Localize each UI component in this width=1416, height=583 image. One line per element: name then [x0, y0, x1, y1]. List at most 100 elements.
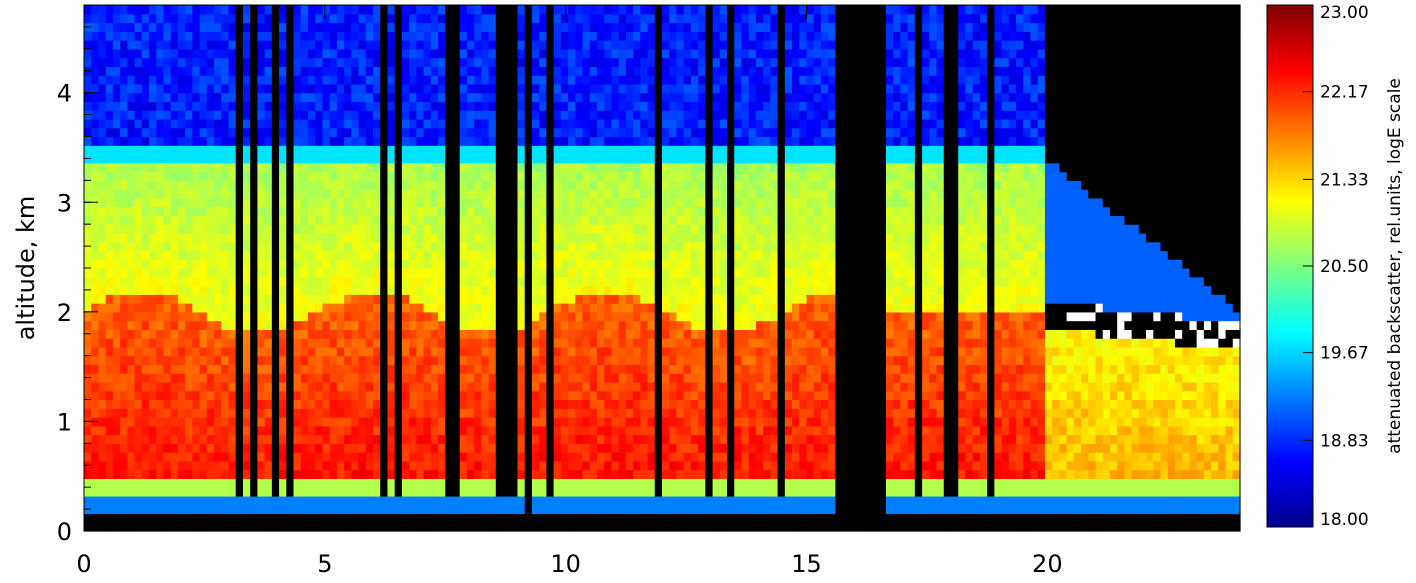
heatmap-cell [654, 417, 663, 427]
heatmap-cell [438, 399, 446, 409]
heatmap-cell [568, 232, 576, 243]
heatmap-cell [250, 276, 258, 287]
heatmap-cell [206, 162, 215, 173]
heatmap-cell [228, 40, 237, 50]
heatmap-cell [524, 250, 533, 260]
heatmap-cell [531, 5, 540, 15]
heatmap-cell [459, 31, 468, 41]
heatmap-cell [112, 373, 121, 383]
heatmap-cell [271, 408, 280, 418]
heatmap-cell [214, 504, 222, 515]
heatmap-cell [654, 83, 663, 94]
heatmap-cell [459, 434, 468, 444]
heatmap-cell [134, 224, 143, 234]
heatmap-cell [517, 417, 526, 427]
heatmap-cell [495, 118, 504, 129]
heatmap-cell [618, 48, 627, 59]
heatmap-cell [445, 460, 454, 471]
heatmap-cell [127, 346, 136, 357]
heatmap-cell [163, 197, 172, 208]
heatmap-cell [445, 513, 454, 523]
heatmap-cell [293, 522, 302, 532]
heatmap-cell [293, 224, 302, 234]
heatmap-cell [300, 189, 309, 199]
heatmap-cell [488, 171, 497, 181]
heatmap-cell [134, 364, 143, 374]
heatmap-cell [531, 241, 540, 252]
heatmap-cell [618, 241, 627, 252]
heatmap-cell [170, 408, 179, 418]
heatmap-cell [315, 276, 324, 287]
heatmap-cell [286, 75, 295, 85]
heatmap-cell [293, 31, 302, 41]
heatmap-cell [170, 171, 179, 181]
heatmap-cell [517, 495, 526, 506]
heatmap-cell [127, 364, 136, 374]
heatmap-cell [524, 57, 533, 67]
heatmap-cell [127, 48, 136, 59]
heatmap-cell [517, 504, 526, 515]
heatmap-cell [91, 276, 100, 287]
heatmap-cell [669, 57, 678, 67]
heatmap-cell [604, 118, 613, 129]
heatmap-cell [300, 338, 309, 348]
heatmap-cell [336, 460, 345, 471]
heatmap-cell [596, 206, 605, 216]
heatmap-cell [539, 355, 547, 366]
heatmap-cell [560, 504, 569, 515]
heatmap-cell [531, 495, 540, 506]
heatmap-cell [510, 487, 519, 497]
heatmap-cell [387, 5, 396, 15]
heatmap-cell [112, 13, 121, 24]
heatmap-cell [192, 5, 201, 15]
heatmap-cell [250, 390, 258, 401]
heatmap-cell [242, 250, 251, 260]
heatmap-cell [228, 259, 237, 269]
heatmap-cell [430, 390, 439, 401]
heatmap-cell [611, 13, 620, 24]
heatmap-cell [163, 110, 172, 120]
heatmap-cell [510, 206, 519, 216]
heatmap-cell [524, 285, 533, 295]
heatmap-cell [293, 513, 302, 523]
heatmap-cell [163, 390, 172, 401]
heatmap-cell [387, 22, 396, 32]
heatmap-cell [553, 162, 562, 173]
heatmap-cell [604, 338, 613, 348]
heatmap-cell [221, 171, 230, 181]
heatmap-cell [438, 320, 446, 330]
heatmap-cell [503, 434, 511, 444]
heatmap-cell [112, 215, 121, 225]
heatmap-cell [539, 285, 547, 295]
heatmap-cell [575, 162, 584, 173]
heatmap-cell [351, 22, 360, 32]
heatmap-cell [98, 241, 107, 252]
heatmap-cell [553, 48, 562, 59]
heatmap-cell [250, 66, 258, 76]
heatmap-cell [322, 329, 331, 339]
heatmap-cell [510, 390, 519, 401]
heatmap-cell [235, 22, 244, 32]
heatmap-cell [199, 162, 208, 173]
heatmap-cell [596, 303, 605, 313]
heatmap-cell [221, 92, 230, 103]
heatmap-cell [510, 399, 519, 409]
heatmap-cell [517, 250, 526, 260]
heatmap-cell [568, 443, 576, 453]
heatmap-cell [228, 101, 237, 111]
heatmap-cell [163, 513, 172, 523]
heatmap-cell [575, 329, 584, 339]
heatmap-cell [387, 364, 396, 374]
heatmap-cell [315, 408, 324, 418]
heatmap-cell [618, 346, 627, 357]
heatmap-cell [329, 434, 338, 444]
heatmap-cell [430, 285, 439, 295]
heatmap-cell [358, 487, 367, 497]
heatmap-cell [134, 136, 143, 146]
heatmap-cell [445, 303, 454, 313]
heatmap-cell [293, 469, 302, 479]
heatmap-cell [141, 311, 150, 322]
heatmap-cell [322, 276, 331, 287]
heatmap-cell [286, 31, 295, 41]
heatmap-cell [127, 224, 136, 234]
